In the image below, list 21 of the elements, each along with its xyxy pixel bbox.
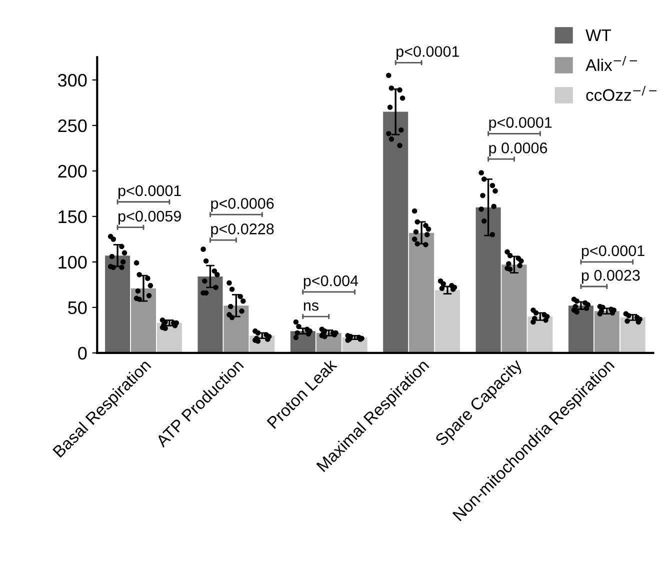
annotation: p<0.0001 [489, 117, 552, 131]
annotation: ns [304, 302, 318, 311]
annotation: p<0.0001 [118, 185, 181, 200]
annotation: p<0.0059 [118, 210, 181, 225]
legend-label: ccOzz$^{−/−}$ [586, 86, 656, 101]
annotation: p<0.0228 [211, 224, 274, 238]
annotation: p<0.0001 [396, 46, 459, 60]
legend-label: Alix$^{−/−}$ [586, 56, 638, 71]
y-tick-label: 150 [58, 210, 87, 224]
y-tick-label: 0 [78, 346, 87, 360]
annotation: p<0.0001 [582, 245, 644, 260]
y-tick-label: 250 [58, 119, 87, 132]
y-tick-label: 50 [68, 301, 87, 314]
y-tick-label: 200 [58, 164, 87, 178]
annotation: p 0.0006 [489, 142, 548, 156]
legend-label: WT [586, 30, 612, 42]
annotation: p<0.004 [304, 275, 358, 290]
annotation: p<0.0006 [211, 198, 274, 212]
annotation: p 0.0023 [582, 270, 640, 284]
y-tick-label: 100 [58, 256, 87, 269]
y-tick-label: 300 [58, 74, 87, 87]
